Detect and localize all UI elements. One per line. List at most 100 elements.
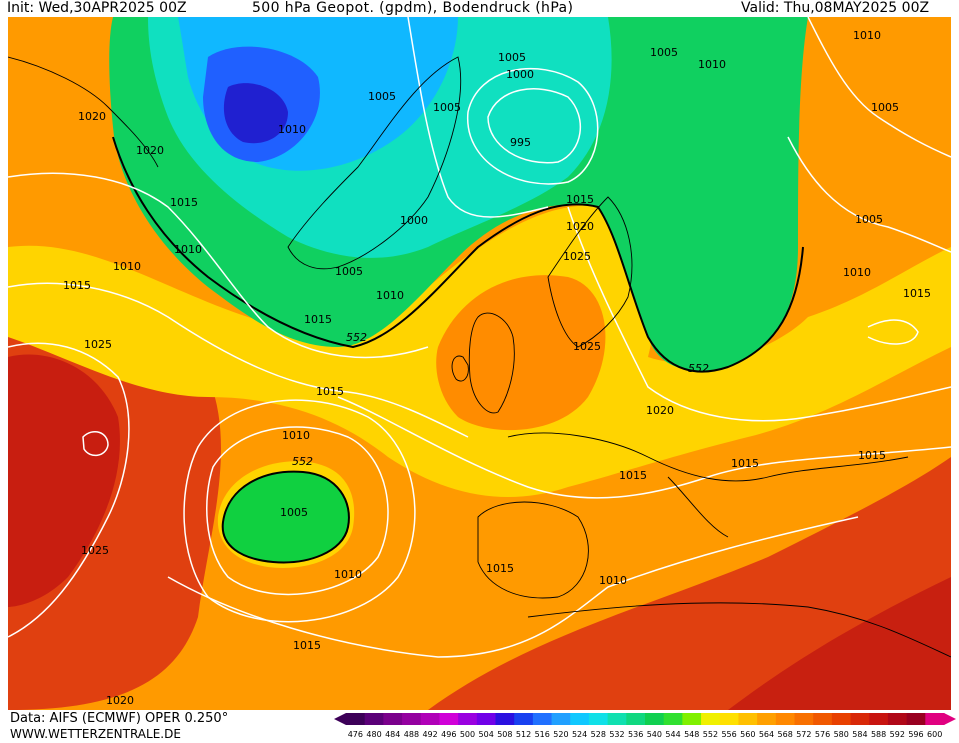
coast-iberia — [477, 501, 589, 599]
field-west-core — [8, 354, 120, 607]
isobar-label: 1020 — [646, 404, 674, 417]
legend-tick-label: 564 — [759, 730, 774, 739]
legend-swatch — [906, 713, 926, 725]
legend-swatch — [869, 713, 889, 725]
isobar-label: 1015 — [858, 449, 886, 462]
field-trough-core — [223, 83, 288, 144]
website-link[interactable]: WWW.WETTERZENTRALE.DE — [10, 727, 181, 741]
isobar-label: 1010 — [599, 574, 627, 587]
legend-tick-label: 524 — [572, 730, 587, 739]
legend-swatch — [346, 713, 366, 725]
legend-arrow-high — [944, 713, 956, 725]
isobar-1025-closed — [82, 430, 109, 457]
legend-swatch — [719, 713, 739, 725]
isobar-label: 1005 — [368, 90, 396, 103]
legend-swatch — [813, 713, 833, 725]
isobar-1015-ne — [867, 319, 919, 345]
legend-swatch — [514, 713, 534, 725]
color-legend: 476 480 484 488 492 496 500 504 508 512 516 520 524 5… — [334, 713, 956, 739]
legend-swatch — [476, 713, 496, 725]
isobar-1015-south — [167, 516, 859, 658]
legend-tick-label: 584 — [852, 730, 867, 739]
legend-swatch — [383, 713, 403, 725]
legend-swatch — [588, 713, 609, 725]
legend-tick-label: 556 — [721, 730, 736, 739]
legend-swatch — [364, 713, 384, 725]
isobar-995-closed — [487, 88, 582, 164]
isobar-label: 1010 — [113, 260, 141, 273]
isobar-label: 1015 — [304, 313, 332, 326]
isobar-label: 1000 — [400, 214, 428, 227]
height-label: 552 — [346, 331, 367, 344]
legend-swatch — [532, 713, 553, 725]
isobar-1000-closed — [467, 67, 599, 185]
isobar-label: 1000 — [506, 68, 534, 81]
isobar-label: 1025 — [81, 544, 109, 557]
legend-tick-label: 532 — [609, 730, 624, 739]
isobar-1010-cutoff — [206, 426, 389, 596]
valid-time: Valid: Thu,08MAY2025 00Z — [741, 0, 930, 16]
legend-tick-label: 520 — [553, 730, 568, 739]
legend-swatch — [626, 713, 646, 725]
isobar-label: 1020 — [136, 144, 164, 157]
height-contour-552-cutoff — [221, 470, 350, 564]
legend-tick-label: 552 — [703, 730, 718, 739]
isobar-1010-ne — [807, 17, 951, 158]
isobar-label: 995 — [510, 136, 531, 149]
legend-tick-label: 508 — [497, 730, 512, 739]
legend-swatch — [663, 713, 683, 725]
isobar-label: 1015 — [486, 562, 514, 575]
legend-swatch — [701, 713, 721, 725]
isobar-1015-cutoff — [183, 399, 416, 623]
isobar-label: 1005 — [280, 506, 308, 519]
isobar-label: 1015 — [903, 287, 931, 300]
legend-tick-label: 588 — [871, 730, 886, 739]
legend-tick-label: 480 — [366, 730, 381, 739]
legend-tick-label: 544 — [665, 730, 680, 739]
legend-tick-label: 512 — [516, 730, 531, 739]
isobar-label: 1020 — [106, 694, 134, 707]
isobar-label: 1020 — [566, 220, 594, 233]
isobar-label: 1005 — [871, 101, 899, 114]
legend-swatch — [775, 713, 795, 725]
legend-swatch — [495, 713, 515, 725]
isobars — [8, 17, 951, 658]
isobar-label: 1015 — [316, 385, 344, 398]
legend-swatch — [458, 713, 478, 725]
weather-map: 1010 1005 1005 1005 1010 1010 1020 1005 … — [8, 17, 951, 710]
coast-italy — [667, 476, 729, 538]
legend-tick-label: 540 — [647, 730, 662, 739]
isobar-1010-west — [8, 172, 429, 359]
legend-tick-label: 500 — [460, 730, 475, 739]
legend-swatch — [850, 713, 870, 725]
map-title: 500 hPa Geopot. (gpdm), Bodendruck (hPa) — [252, 0, 574, 16]
legend-swatch — [887, 713, 908, 725]
legend-tick-label: 476 — [348, 730, 363, 739]
isobar-label: 1025 — [84, 338, 112, 351]
legend-swatch — [925, 713, 945, 725]
legend-swatch — [645, 713, 665, 725]
map-header: Init: Wed,30APR2025 00Z 500 hPa Geopot. … — [0, 0, 959, 17]
legend-swatch — [757, 713, 777, 725]
legend-tick-label: 496 — [441, 730, 456, 739]
isobar-1015-west — [8, 282, 469, 438]
legend-tick-label: 548 — [684, 730, 699, 739]
legend-tick-label: 492 — [422, 730, 437, 739]
isobar-1015-central — [337, 396, 951, 499]
legend-swatch — [570, 713, 590, 725]
legend-swatch — [607, 713, 627, 725]
isobar-label: 1015 — [731, 457, 759, 470]
legend-tick-label: 600 — [927, 730, 942, 739]
height-contour-552-north — [112, 136, 804, 373]
isobar-label: 1015 — [63, 279, 91, 292]
coast-canada — [8, 56, 159, 168]
field-south-high — [428, 457, 951, 710]
coast-ireland — [451, 355, 469, 382]
weather-map-canvas: 1010 1005 1005 1005 1010 1010 1020 1005 … — [8, 17, 951, 710]
legend-tick-label: 528 — [591, 730, 606, 739]
legend-tick-label: 596 — [908, 730, 923, 739]
isobar-label: 1010 — [698, 58, 726, 71]
isobar-label: 1025 — [573, 340, 601, 353]
coast-europe — [507, 432, 909, 482]
isobar-label: 1005 — [498, 51, 526, 64]
